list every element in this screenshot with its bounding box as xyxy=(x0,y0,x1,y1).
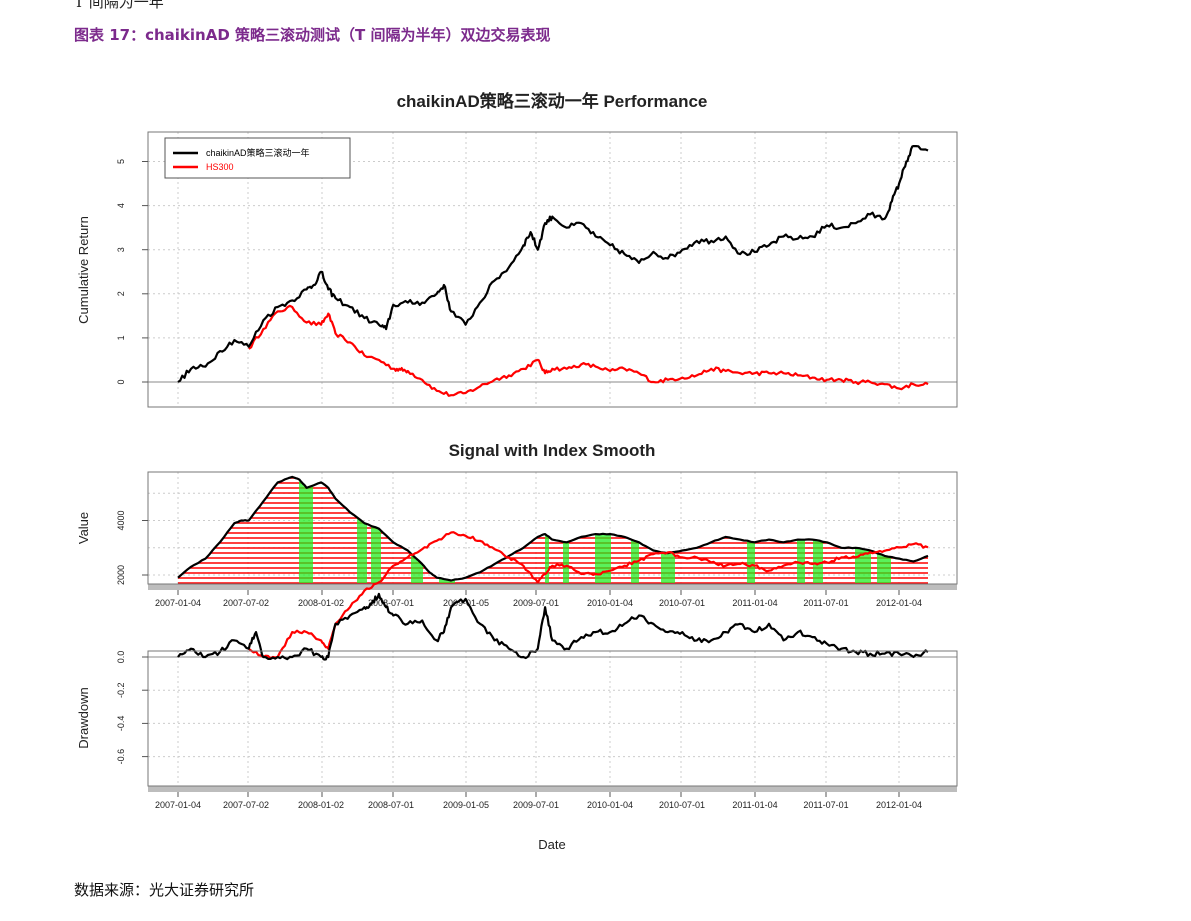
drawdown-x-tick-label: 2010-07-01 xyxy=(659,800,705,810)
drawdown-x-tick-label: 2009-07-01 xyxy=(513,800,559,810)
signal-x-tick-label: 2009-07-01 xyxy=(513,598,559,608)
legend-label-hs300: HS300 xyxy=(206,162,234,172)
signal-y-label: Value xyxy=(76,512,91,544)
drawdown-y-label: Drawdown xyxy=(76,687,91,748)
drawdown-x-tick-label: 2010-01-04 xyxy=(587,800,633,810)
signal-x-tick-label: 2012-01-04 xyxy=(876,598,922,608)
drawdown-x-tick-label: 2007-07-02 xyxy=(223,800,269,810)
performance-y-tick-label: 3 xyxy=(116,247,126,252)
performance-y-ticks: 0 1 2 3 4 5 xyxy=(116,159,148,385)
performance-title: chaikinAD策略三滚动一年 Performance xyxy=(397,91,708,111)
drawdown-x-tick-label: 2009-01-05 xyxy=(443,800,489,810)
drawdown-y-tick-label: -0.2 xyxy=(116,682,126,698)
hs300-line xyxy=(248,304,929,397)
figure-title: 图表 17：chaikinAD 策略三滚动测试（T 间隔为半年）双边交易表现 xyxy=(74,26,551,44)
drawdown-y-tick-label: -0.4 xyxy=(116,716,126,732)
drawdown-y-tick-label: -0.6 xyxy=(116,749,126,765)
drawdown-x-tick-label: 2008-01-02 xyxy=(298,800,344,810)
drawdown-y-ticks: 0.0 -0.2 -0.4 -0.6 xyxy=(116,651,148,765)
drawdown-x-tick-label: 2012-01-04 xyxy=(876,800,922,810)
performance-y-tick-label: 4 xyxy=(116,203,126,208)
performance-y-label: Cumulative Return xyxy=(76,216,91,324)
drawdown-x-tick-label: 2007-01-04 xyxy=(155,800,201,810)
signal-y-tick-label: 2000 xyxy=(116,565,126,585)
legend-label-strategy: chaikinAD策略三滚动一年 xyxy=(206,147,310,158)
performance-y-tick-label: 0 xyxy=(116,379,126,384)
performance-y-tick-label: 5 xyxy=(116,159,126,164)
performance-y-tick-label: 2 xyxy=(116,291,126,296)
signal-x-ticks: 2007-01-04 2007-07-02 2008-01-02 2008-07-01… xyxy=(155,590,922,608)
signal-x-tick-label: 2011-01-04 xyxy=(732,598,777,608)
drawdown-x-tick-label: 2011-07-01 xyxy=(803,800,848,810)
drawdown-date-bar xyxy=(148,786,957,792)
signal-y-ticks: 2000 4000 xyxy=(116,510,148,585)
signal-title: Signal with Index Smooth xyxy=(449,441,656,460)
performance-series-group xyxy=(177,145,929,397)
legend-box xyxy=(164,137,351,179)
signal-x-tick-label: 2008-01-02 xyxy=(298,598,344,608)
signal-x-tick-label: 2008-07-01 xyxy=(368,598,414,608)
performance-legend: chaikinAD策略三滚动一年 HS300 xyxy=(164,137,351,179)
signal-x-tick-label: 2009-01-05 xyxy=(443,598,489,608)
header-cut-text: T 间隔为一年 xyxy=(74,0,164,11)
drawdown-x-label: Date xyxy=(538,837,565,852)
signal-y-tick-label: 4000 xyxy=(116,510,126,530)
drawdown-x-tick-label: 2011-01-04 xyxy=(732,800,777,810)
signal-x-tick-label: 2007-07-02 xyxy=(223,598,269,608)
signal-x-tick-label: 2010-07-01 xyxy=(659,598,705,608)
signal-x-tick-label: 2007-01-04 xyxy=(155,598,201,608)
drawdown-y-tick-label: 0.0 xyxy=(116,651,126,664)
signal-frame xyxy=(147,471,958,585)
performance-y-tick-label: 1 xyxy=(116,335,126,340)
signal-x-tick-label: 2010-01-04 xyxy=(587,598,633,608)
drawdown-frame xyxy=(147,650,958,787)
drawdown-grid xyxy=(148,651,957,786)
signal-x-tick-label: 2011-07-01 xyxy=(803,598,848,608)
hs300-drawdown-line xyxy=(248,531,929,660)
strategy-line xyxy=(177,145,929,383)
drawdown-x-ticks: 2007-01-04 2007-07-02 2008-01-02 2008-07-01… xyxy=(155,792,922,810)
source-note: 数据来源：光大证券研究所 xyxy=(74,881,255,899)
performance-frame xyxy=(147,131,958,408)
signal-date-bar xyxy=(148,584,957,590)
drawdown-x-tick-label: 2008-07-01 xyxy=(368,800,414,810)
index-smooth-line xyxy=(177,475,929,582)
